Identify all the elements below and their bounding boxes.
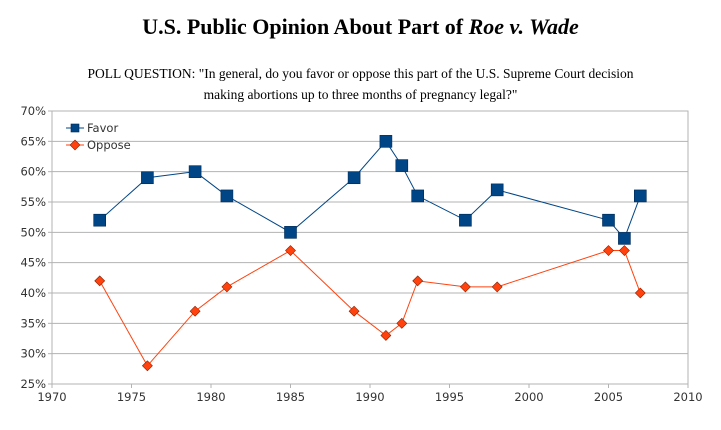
- x-tick-label: 1975: [117, 390, 146, 404]
- y-tick-label: 50%: [20, 225, 46, 239]
- subtitle-line-2: making abortions up to three months of p…: [203, 87, 518, 102]
- x-tick-label: 2000: [514, 390, 543, 404]
- legend-label-favor: Favor: [87, 121, 118, 135]
- y-tick-label: 45%: [20, 256, 46, 270]
- data-point-favor: [602, 213, 615, 227]
- legend-marker-oppose: [69, 139, 81, 151]
- y-tick-label: 55%: [20, 195, 46, 209]
- y-tick-label: 70%: [20, 104, 46, 118]
- data-point-oppose: [396, 317, 408, 329]
- data-point-oppose: [189, 305, 201, 317]
- data-point-favor: [490, 183, 504, 197]
- data-point-oppose: [348, 305, 360, 317]
- data-point-oppose: [618, 245, 630, 256]
- y-tick-label: 40%: [20, 286, 46, 300]
- subtitle-line-1: POLL QUESTION: "In general, do you favor…: [87, 66, 634, 81]
- data-point-favor: [411, 189, 425, 203]
- chart-title: U.S. Public Opinion About Part of Roe v.…: [0, 14, 721, 40]
- x-tick-label: 2010: [673, 390, 702, 404]
- x-tick-label: 1980: [196, 390, 225, 404]
- data-point-favor: [379, 135, 393, 148]
- series-line-favor: [99, 140, 641, 240]
- series-line-oppose: [99, 249, 641, 367]
- data-point-favor: [220, 189, 234, 203]
- data-point-favor: [93, 213, 106, 227]
- legend-marker-favor: [70, 123, 80, 133]
- data-point-oppose: [94, 275, 106, 287]
- y-tick-label: 30%: [20, 347, 46, 361]
- x-tick-label: 1995: [435, 390, 464, 404]
- data-point-favor: [633, 189, 647, 203]
- plot-border: [51, 110, 689, 385]
- title-italic-text: Roe v. Wade: [468, 14, 579, 39]
- x-tick-label: 2005: [594, 390, 623, 404]
- legend-label-oppose: Oppose: [87, 138, 131, 152]
- data-point-favor: [347, 171, 361, 185]
- data-point-favor: [618, 232, 631, 245]
- y-tick-label: 25%: [20, 377, 46, 391]
- data-point-favor: [141, 171, 154, 185]
- data-point-oppose: [221, 281, 233, 293]
- y-tick-label: 60%: [20, 165, 46, 179]
- y-tick-label: 65%: [20, 134, 46, 148]
- series-favor: [93, 135, 647, 245]
- x-tick-label: 1985: [276, 390, 305, 404]
- x-tick-label: 1970: [37, 390, 66, 404]
- data-point-oppose: [285, 245, 296, 256]
- data-point-oppose: [412, 275, 424, 287]
- x-tick-label: 1990: [355, 390, 384, 404]
- series-oppose: [94, 245, 646, 372]
- data-point-oppose: [141, 360, 153, 372]
- data-point-oppose: [634, 287, 646, 299]
- data-point-oppose: [459, 281, 471, 293]
- y-tick-label: 35%: [20, 316, 46, 330]
- data-point-favor: [395, 159, 409, 172]
- title-text: U.S. Public Opinion About Part of: [142, 14, 469, 39]
- data-point-favor: [188, 165, 202, 178]
- data-point-favor: [284, 226, 297, 239]
- data-point-oppose: [380, 330, 392, 341]
- data-point-oppose: [603, 245, 614, 256]
- data-point-oppose: [491, 281, 503, 293]
- data-point-favor: [459, 213, 472, 227]
